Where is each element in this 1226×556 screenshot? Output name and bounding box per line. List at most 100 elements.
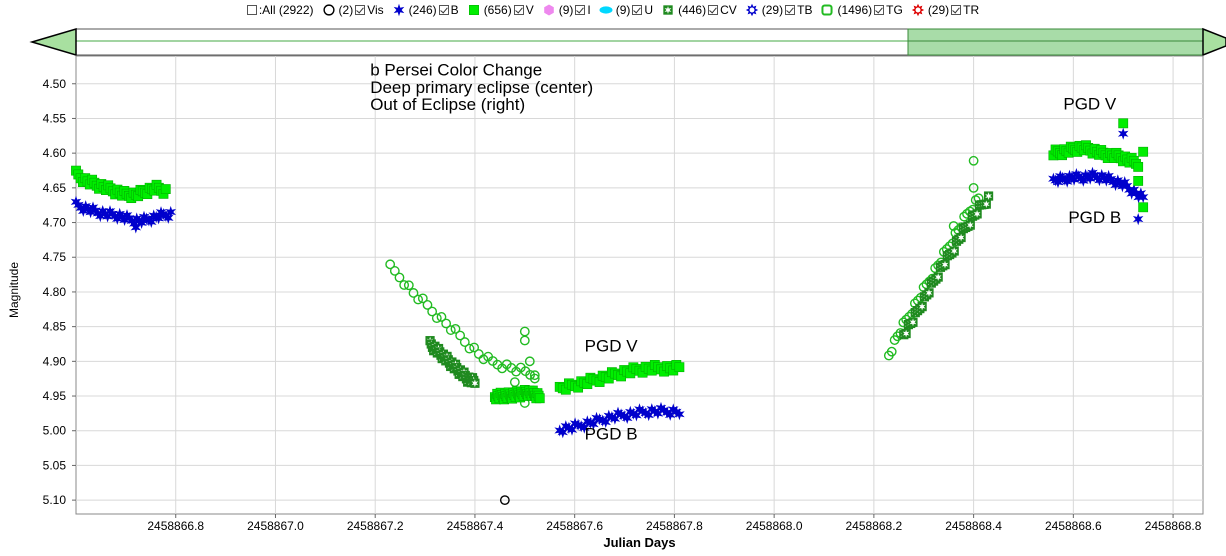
legend-series-name: TG — [886, 3, 903, 17]
point-star — [82, 203, 94, 216]
legend-symbol-icon — [543, 4, 554, 16]
y-tick-label: 4.75 — [43, 250, 67, 264]
point-star — [1096, 168, 1107, 182]
x-tick-label: 2458867.0 — [247, 519, 304, 533]
point-star — [1068, 173, 1080, 186]
point-square — [1118, 118, 1129, 129]
point-star — [393, 3, 404, 17]
legend-series-name: I — [587, 3, 591, 17]
point-star — [75, 201, 87, 214]
point-circle — [519, 335, 530, 346]
point-star — [1098, 171, 1110, 184]
point-square — [674, 362, 685, 373]
point-star — [97, 205, 108, 218]
legend-item-i[interactable]: (9) I — [541, 2, 591, 18]
chart-annotation: PGD V — [585, 337, 639, 356]
point-ellipse — [599, 6, 613, 14]
point-star — [87, 201, 99, 214]
point-cv-star — [950, 247, 958, 255]
point-cv-star — [957, 233, 965, 242]
point-star — [1105, 172, 1117, 186]
legend-count: (246) — [408, 3, 437, 17]
point-star — [1132, 213, 1144, 226]
point-star — [631, 409, 642, 422]
legend-checkbox[interactable] — [513, 5, 524, 15]
point-square — [160, 184, 171, 195]
point-square — [534, 393, 545, 404]
x-tick-label: 2458868.8 — [1145, 519, 1202, 533]
legend-checkbox[interactable] — [246, 5, 257, 15]
point-circle — [441, 318, 452, 329]
x-tick-label: 2458867.2 — [347, 519, 404, 533]
legend-symbol-icon — [663, 5, 673, 15]
point-cv-star — [925, 289, 933, 297]
point-cv-star — [918, 302, 926, 311]
legend-checkbox[interactable] — [708, 5, 719, 15]
x-tick-label: 2458868.4 — [945, 519, 1002, 533]
legend-item-v[interactable]: (656) V — [466, 2, 534, 18]
point-circle — [399, 280, 410, 290]
point-circle — [968, 155, 979, 166]
point-star — [163, 211, 174, 224]
plot-area — [75, 55, 1204, 515]
slider-right-arrow[interactable] — [1202, 27, 1226, 57]
point-star — [146, 215, 157, 228]
legend-checkbox[interactable] — [874, 5, 885, 15]
legend-checkbox[interactable] — [575, 5, 586, 15]
legend-count: (29) — [761, 3, 784, 17]
point-star — [119, 213, 130, 226]
point-cv-star — [983, 200, 990, 208]
slider-left-arrow[interactable] — [29, 27, 77, 57]
legend-checkbox[interactable] — [355, 5, 366, 15]
point-circle — [529, 370, 540, 381]
point-circle — [389, 266, 400, 276]
x-tick-label: 2458868.6 — [1045, 519, 1102, 533]
point-square — [1133, 161, 1144, 172]
legend-checkbox[interactable] — [785, 5, 796, 15]
data-points — [70, 118, 1149, 506]
slider-window[interactable] — [907, 28, 1204, 56]
point-star — [78, 204, 89, 217]
y-axis-title: Magnitude — [7, 262, 21, 318]
point-star — [579, 421, 590, 434]
x-tick-label: 2458868.2 — [846, 519, 903, 533]
point-star — [129, 217, 140, 230]
legend-item-tg[interactable]: (1496) TG — [819, 2, 903, 18]
y-tick-label: 4.65 — [43, 181, 67, 195]
point-circle — [509, 377, 520, 388]
legend-checkbox[interactable] — [632, 5, 643, 15]
point-star — [1110, 179, 1121, 192]
legend-item-vis[interactable]: (2) Vis — [321, 2, 384, 18]
point-star — [1101, 174, 1112, 187]
point-star — [114, 207, 125, 220]
legend-item-all[interactable]: :All (2922) — [246, 3, 314, 17]
legend-item-b[interactable]: (246) B — [391, 2, 459, 18]
legend-item-u[interactable]: (9) U — [598, 2, 653, 18]
chart-annotation: Out of Eclipse (right) — [370, 95, 525, 114]
point-star — [664, 408, 676, 421]
legend-item-tr[interactable]: (29) TR — [910, 2, 979, 18]
point-cv-star — [973, 210, 981, 218]
legend-item-tb[interactable]: (29) TB — [744, 2, 812, 18]
legend-checkbox[interactable] — [438, 5, 449, 15]
point-star — [1117, 127, 1129, 140]
point-star — [80, 200, 91, 213]
y-tick-label: 4.50 — [43, 77, 67, 91]
chart-annotation: b Persei Color Change — [370, 60, 542, 79]
legend-checkbox[interactable] — [951, 5, 962, 15]
point-circle — [445, 325, 456, 335]
point-circle — [436, 312, 447, 322]
point-star — [1114, 177, 1126, 190]
point-circle — [886, 346, 897, 357]
x-tick-label: 2458867.8 — [646, 519, 703, 533]
point-circle — [455, 330, 466, 341]
chart-annotation: PGD V — [1063, 94, 1117, 113]
legend-item-cv[interactable]: (446) CV — [660, 2, 737, 18]
point-star — [121, 209, 133, 222]
point-cv-star — [902, 329, 910, 338]
range-slider[interactable] — [29, 27, 1226, 57]
point-star — [1119, 176, 1130, 189]
point-ring-hole — [915, 7, 921, 13]
